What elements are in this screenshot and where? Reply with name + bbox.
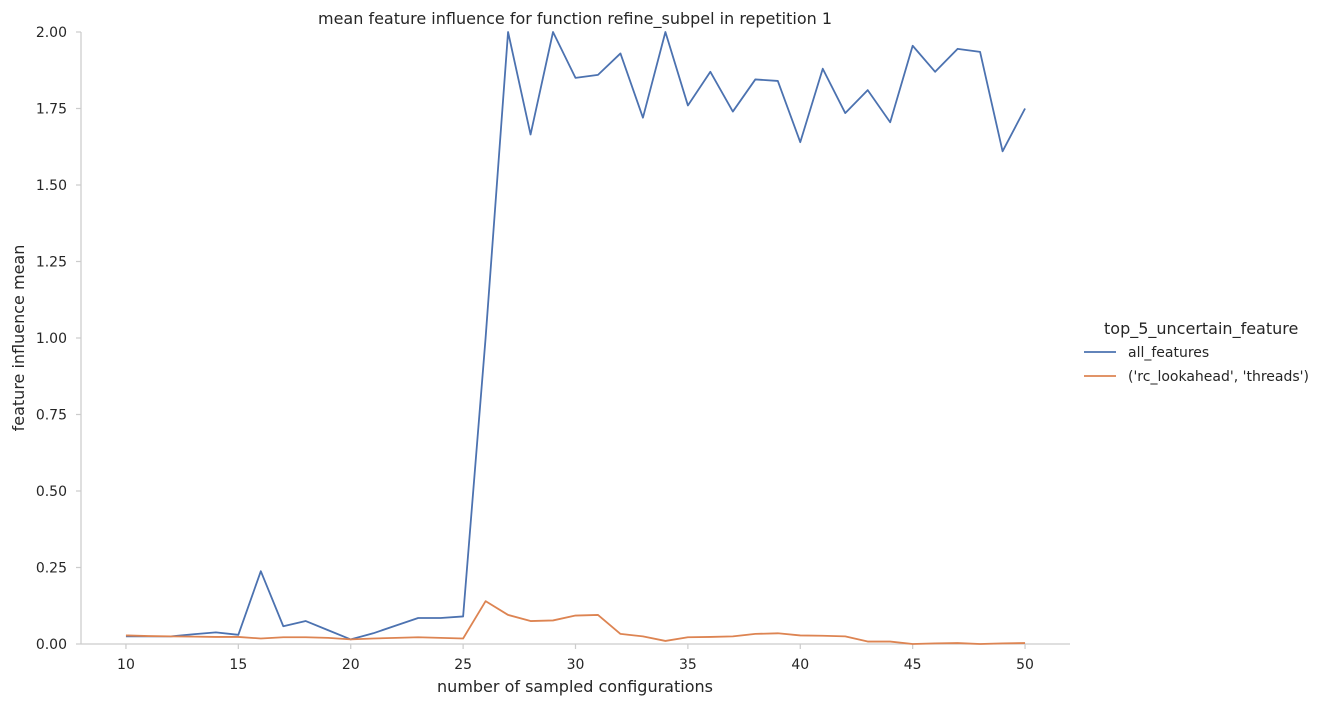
y-tick-label: 0.25 <box>36 561 67 577</box>
x-axis-label: number of sampled configurations <box>437 677 713 696</box>
x-tick-label: 50 <box>1016 657 1034 673</box>
x-tick-label: 20 <box>342 657 360 673</box>
series-line-1 <box>126 32 1025 639</box>
x-tick-label: 40 <box>791 657 809 673</box>
x-tick-label: 45 <box>904 657 922 673</box>
series-lines <box>126 32 1025 644</box>
y-tick-label: 2.00 <box>36 25 67 41</box>
y-tick-label: 0.75 <box>36 408 67 424</box>
y-tick-label: 1.25 <box>36 255 67 271</box>
legend-label-1: all_features <box>1128 345 1209 361</box>
legend-label-2: ('rc_lookahead', 'threads') <box>1128 369 1309 385</box>
legend: top_5_uncertain_feature all_features ('rc… <box>1084 319 1309 385</box>
y-tick-label: 0.50 <box>36 484 67 500</box>
x-tick-label: 10 <box>117 657 135 673</box>
series-line-2 <box>126 601 1025 644</box>
y-tick-label: 1.00 <box>36 331 67 347</box>
y-ticks: 0.00 0.25 0.50 0.75 1.00 1.25 1.50 1.75 2.00 <box>36 25 81 653</box>
chart-title: mean feature influence for function refi… <box>318 9 832 29</box>
y-tick-label: 0.00 <box>36 637 67 653</box>
y-tick-label: 1.50 <box>36 178 67 194</box>
legend-items: all_features ('rc_lookahead', 'threads') <box>1084 345 1309 385</box>
x-tick-label: 25 <box>454 657 472 673</box>
x-ticks: 10 15 20 25 30 35 40 45 50 <box>117 644 1034 673</box>
y-tick-label: 1.75 <box>36 102 67 118</box>
plot-area: 10 15 20 25 30 35 40 45 50 0.00 0.25 0.50 0.75 1.00 1… <box>36 25 1070 673</box>
x-tick-label: 15 <box>229 657 247 673</box>
x-tick-label: 35 <box>679 657 697 673</box>
x-tick-label: 30 <box>567 657 585 673</box>
y-axis-label: feature influence mean <box>9 245 28 432</box>
legend-title: top_5_uncertain_feature <box>1104 319 1298 339</box>
